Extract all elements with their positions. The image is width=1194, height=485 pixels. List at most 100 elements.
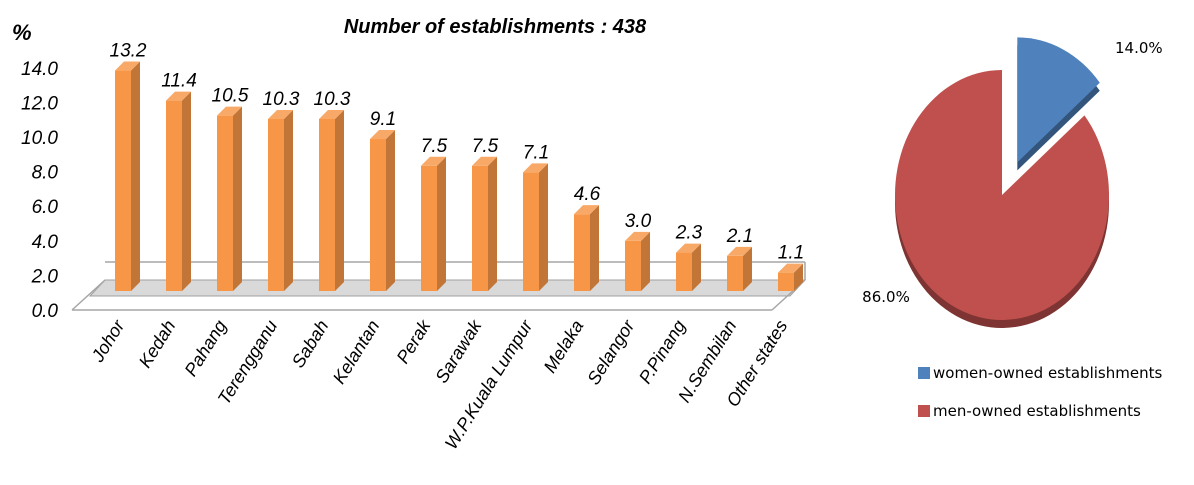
bar-value-label: 10.5 (212, 86, 249, 107)
legend-label-women: women-owned establishments (933, 364, 1162, 382)
y-tick-label: 10.0 (21, 128, 58, 149)
bar-melaka (574, 205, 599, 291)
bar-w-p-kuala-lumpur (523, 163, 548, 291)
bar-side (539, 163, 548, 291)
pie-slice-men (895, 69, 1109, 321)
bar-value-label: 9.1 (370, 109, 396, 130)
bar-side (488, 156, 497, 291)
bar-front (778, 272, 794, 291)
y-axis-label: % (12, 20, 32, 45)
y-tick-label: 0.0 (32, 301, 59, 322)
x-tick-label: Johor (87, 316, 129, 366)
pie-value-label: 14.0% (1115, 39, 1163, 57)
bar-front (115, 70, 131, 291)
bar-top (115, 61, 140, 71)
bar-side (131, 61, 140, 292)
bar-top (421, 156, 446, 166)
bar-top (166, 91, 191, 101)
bar-front (727, 255, 743, 291)
bar-sarawak (472, 156, 497, 291)
bar-value-label: 7.1 (523, 142, 549, 163)
bar-perak (421, 156, 446, 291)
bar-value-label: 10.3 (263, 89, 300, 110)
bar-p-pinang (676, 243, 701, 291)
bar-value-label: 10.3 (314, 89, 351, 110)
bar-side (743, 246, 752, 291)
legend-swatch-men (918, 405, 930, 417)
bar-front (268, 118, 284, 292)
bar-side (590, 205, 599, 291)
bar-value-label: 4.6 (574, 184, 601, 205)
pie-slice-women (1017, 37, 1100, 163)
bar-kedah (166, 91, 191, 292)
pie-value-label: 86.0% (862, 288, 910, 306)
bar-side (182, 91, 191, 292)
x-tick-label: Kelantan (329, 317, 384, 388)
bar-front (472, 165, 488, 291)
y-tick-label: 12.0 (21, 93, 58, 114)
bar-value-label: 3.0 (625, 211, 652, 232)
bar-selangor (625, 231, 650, 291)
bar-side (794, 263, 803, 291)
bar-top (370, 130, 395, 140)
bar-value-label: 11.4 (161, 71, 197, 92)
bar-top (472, 156, 497, 166)
bar-top (319, 109, 344, 119)
bar-side (437, 156, 446, 291)
legend-label-men: men-owned establishments (933, 402, 1141, 420)
bar-top (523, 163, 548, 173)
bar-value-label: 1.1 (778, 243, 804, 264)
bar-front (166, 100, 182, 292)
bar-front (217, 115, 233, 292)
x-tick-label: Sabah (288, 317, 333, 372)
x-tick-label: Selangor (583, 316, 639, 389)
bar-value-label: 2.1 (726, 226, 753, 247)
bar-front (421, 165, 437, 291)
bar-side (233, 106, 242, 292)
y-tick-label: 6.0 (32, 197, 59, 218)
bar-johor (115, 61, 140, 292)
x-tick-label: Sarawak (431, 316, 486, 387)
bar-top (217, 106, 242, 116)
bar-front (625, 240, 641, 291)
bar-chart-title: Number of establishments : 438 (344, 16, 647, 38)
bar-side (284, 109, 293, 292)
x-tick-label: Kedah (135, 317, 180, 372)
legend-swatch-women (918, 367, 930, 379)
bar-top (778, 263, 803, 273)
bar-other-states (778, 263, 803, 291)
bar-value-label: 2.3 (675, 223, 703, 244)
pie-chart: 14.0% 86.0% (862, 37, 1163, 328)
bar-side (335, 109, 344, 292)
bar-front (319, 118, 335, 292)
bar-front (523, 172, 539, 291)
bar-sabah (319, 109, 344, 292)
bar-front (676, 252, 692, 291)
bar-series: 13.2 11.4 10.5 10.3 10.3 9.1 7.5 7.5 7.1 4.6 3.0 2.… (110, 41, 804, 292)
x-tick-label: Pahang (181, 317, 231, 380)
bar-top (574, 205, 599, 215)
bar-terengganu (268, 109, 293, 292)
y-axis-ticks: 0.0 2.0 4.0 6.0 8.0 10.0 12.0 14.0 (21, 59, 58, 322)
bar-pahang (217, 106, 242, 292)
y-tick-label: 2.0 (31, 266, 59, 287)
x-tick-label: Perak (393, 316, 435, 367)
bar-top (727, 246, 752, 256)
y-tick-label: 14.0 (21, 59, 58, 80)
bar-value-label: 7.5 (421, 136, 448, 157)
y-tick-label: 8.0 (32, 163, 59, 184)
y-tick-label: 4.0 (32, 232, 59, 253)
bar-front (370, 139, 386, 291)
bar-top (676, 243, 701, 253)
bar-side (641, 231, 650, 291)
bar-kelantan (370, 130, 395, 291)
x-tick-label: P.Pinang (635, 317, 689, 388)
bar-value-label: 7.5 (472, 136, 499, 157)
bar-top (268, 109, 293, 119)
bar-front (574, 214, 590, 291)
y-axis-base-line (71, 279, 106, 311)
bar-top (625, 231, 650, 241)
bar-n-sembilan (727, 246, 752, 291)
bar-value-label: 13.2 (110, 41, 147, 62)
x-tick-label: Melaka (540, 317, 588, 377)
